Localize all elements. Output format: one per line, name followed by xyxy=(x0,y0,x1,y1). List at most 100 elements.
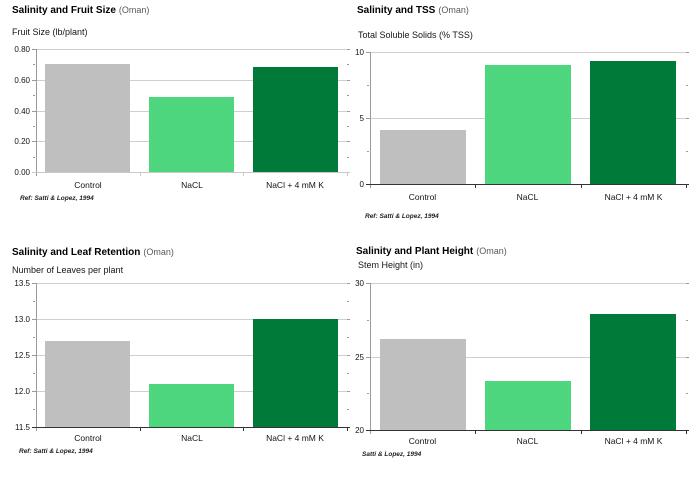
y-minor-tick xyxy=(33,409,35,410)
y-minor-tick xyxy=(347,337,349,338)
gridline xyxy=(36,80,347,81)
chart-panel-fruit-size: Salinity and Fruit Size (Oman) Fruit Size … xyxy=(0,0,350,238)
y-tick-label: 0.60 xyxy=(14,76,30,85)
x-boundary-tick xyxy=(243,428,244,431)
y-tick xyxy=(347,283,350,284)
x-boundary-tick xyxy=(243,173,244,176)
gridline xyxy=(36,319,347,320)
category-label: Control xyxy=(74,433,102,443)
y-minor-tick xyxy=(33,64,35,65)
chart-title-text: Salinity and TSS xyxy=(357,5,436,16)
chart-title-text: Salinity and Leaf Retention xyxy=(12,247,141,258)
y-tick-label: 12.0 xyxy=(14,387,30,396)
chart-panel-tss: Salinity and TSS (Oman) Total Soluble Soli… xyxy=(350,0,700,238)
x-boundary-tick xyxy=(475,185,476,188)
y-axis xyxy=(370,52,371,188)
y-tick-label: 20 xyxy=(355,426,364,435)
y-tick xyxy=(32,49,36,50)
y-minor-tick xyxy=(347,126,349,127)
y-tick xyxy=(32,391,36,392)
chart-title-suffix: (Oman) xyxy=(143,247,174,257)
gridline xyxy=(36,49,347,50)
bar-nacl-4-mm-k xyxy=(253,67,338,172)
y-tick xyxy=(686,283,689,284)
y-minor-tick xyxy=(347,301,349,302)
y-tick xyxy=(366,52,370,53)
x-axis xyxy=(366,184,689,185)
y-tick xyxy=(32,355,36,356)
y-tick-label: 0 xyxy=(359,180,364,189)
y-tick xyxy=(32,141,36,142)
chart-title: Salinity and Leaf Retention (Oman) xyxy=(12,247,174,258)
reference-note: Ref: Satti & Lopez, 1994 xyxy=(19,448,93,455)
y-tick xyxy=(366,357,370,358)
y-axis xyxy=(36,283,37,431)
x-boundary-tick xyxy=(140,428,141,431)
y-tick xyxy=(366,283,370,284)
bar-control xyxy=(45,341,130,427)
y-minor-tick xyxy=(33,95,35,96)
y-minor-tick xyxy=(367,151,369,152)
bar-control xyxy=(380,339,466,430)
category-label: NaCL xyxy=(516,192,539,202)
bar-nacl-4-mm-k xyxy=(253,319,338,427)
y-tick xyxy=(686,357,689,358)
y-tick xyxy=(366,118,370,119)
y-axis-title: Stem Height (in) xyxy=(358,260,424,270)
bar-nacl xyxy=(485,65,571,184)
chart-title: Salinity and Fruit Size (Oman) xyxy=(12,5,149,16)
x-boundary-tick xyxy=(581,431,582,434)
bar-control xyxy=(45,64,130,172)
gridline xyxy=(36,355,347,356)
y-tick xyxy=(347,141,350,142)
bar-nacl-4-mm-k xyxy=(590,61,676,184)
x-boundary-tick xyxy=(475,431,476,434)
y-tick xyxy=(347,49,350,50)
reference-note: Ref: Satti & Lopez, 1994 xyxy=(20,195,94,202)
bar-nacl xyxy=(149,97,234,172)
chart-panel-plant-height: Salinity and Plant Height (Oman) Stem Heig… xyxy=(350,240,700,477)
chart-title-text: Salinity and Fruit Size xyxy=(12,5,116,16)
y-minor-tick xyxy=(686,85,688,86)
y-minor-tick xyxy=(686,393,688,394)
y-tick-label: 0.40 xyxy=(14,107,30,116)
bar-nacl xyxy=(149,384,234,427)
y-axis-title: Number of Leaves per plant xyxy=(12,265,124,275)
y-minor-tick xyxy=(33,126,35,127)
category-label: NaCl + 4 mM K xyxy=(604,436,663,446)
gridline xyxy=(370,357,686,358)
y-minor-tick xyxy=(347,157,349,158)
chart-title-suffix: (Oman) xyxy=(476,246,507,256)
category-label: Control xyxy=(74,180,102,190)
category-label: Control xyxy=(408,192,437,202)
x-axis xyxy=(32,427,350,428)
y-tick-label: 25 xyxy=(355,353,364,362)
y-tick-label: 0.00 xyxy=(14,168,30,177)
y-minor-tick xyxy=(686,151,688,152)
chart-title-suffix: (Oman) xyxy=(438,5,469,15)
y-minor-tick xyxy=(33,157,35,158)
y-minor-tick xyxy=(33,301,35,302)
y-tick xyxy=(347,355,350,356)
y-tick xyxy=(686,118,689,119)
y-tick-label: 0.80 xyxy=(14,45,30,54)
y-minor-tick xyxy=(347,373,349,374)
y-tick xyxy=(32,319,36,320)
category-label: NaCL xyxy=(181,433,203,443)
y-minor-tick xyxy=(33,373,35,374)
y-tick-label: 5 xyxy=(359,114,364,123)
y-tick-label: 13.0 xyxy=(14,315,30,324)
y-tick xyxy=(347,319,350,320)
x-boundary-tick xyxy=(140,173,141,176)
category-label: NaCL xyxy=(181,180,203,190)
x-boundary-tick xyxy=(347,428,348,431)
chart-title: Salinity and Plant Height (Oman) xyxy=(356,246,507,257)
y-tick-label: 30 xyxy=(355,279,364,288)
category-label: NaCl + 4 mM K xyxy=(266,180,324,190)
y-minor-tick xyxy=(33,337,35,338)
bar-nacl-4-mm-k xyxy=(590,314,676,430)
x-boundary-tick xyxy=(581,185,582,188)
chart-title: Salinity and TSS (Oman) xyxy=(357,5,469,16)
y-tick xyxy=(686,52,689,53)
